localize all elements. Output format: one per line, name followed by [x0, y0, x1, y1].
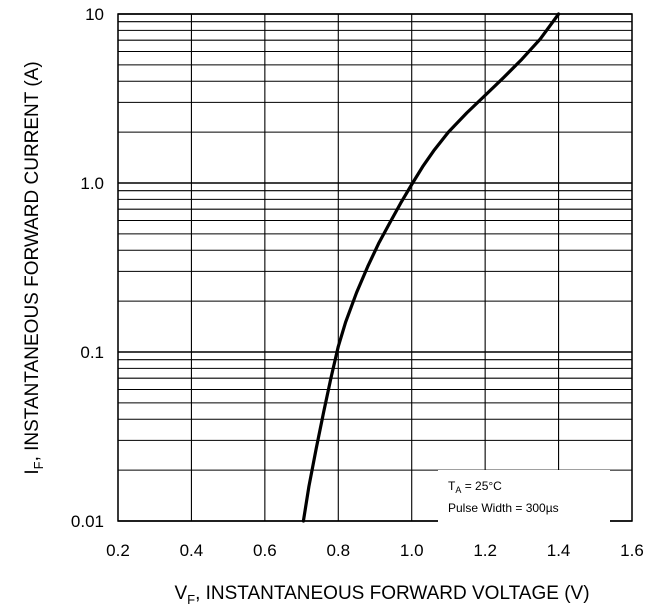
y-tick-label: 10	[85, 5, 104, 24]
x-tick-label: 1.0	[400, 541, 424, 560]
series-line	[301, 12, 561, 523]
x-axis-label: VF, INSTANTANEOUS FORWARD VOLTAGE (V)	[174, 583, 589, 607]
plot-frame	[117, 13, 633, 522]
y-tick-label: 0.01	[71, 512, 104, 531]
y-tick-label: 1.0	[80, 174, 104, 193]
annotation-pulse-width: Pulse Width = 300µs	[448, 501, 559, 515]
y-tick-labels: 0.01 0.1 1.0 10	[71, 5, 104, 531]
x-tick-label: 0.6	[253, 541, 277, 560]
x-tick-label: 1.4	[547, 541, 571, 560]
x-tick-label: 1.2	[473, 541, 497, 560]
x-tick-labels: 0.2 0.4 0.6 0.8 1.0 1.2 1.4 1.6	[106, 541, 644, 560]
annotation-box: TA = 25°C Pulse Width = 300µs	[438, 470, 610, 522]
x-tick-label: 0.4	[180, 541, 204, 560]
annotation-temperature: TA = 25°C	[448, 479, 502, 495]
grid	[117, 13, 633, 522]
y-axis-label: IF, INSTANTANEOUS FORWARD CURRENT (A)	[22, 61, 46, 474]
x-tick-label: 0.8	[326, 541, 350, 560]
x-tick-label: 1.6	[620, 541, 644, 560]
y-tick-label: 0.1	[80, 343, 104, 362]
x-tick-label: 0.2	[106, 541, 130, 560]
